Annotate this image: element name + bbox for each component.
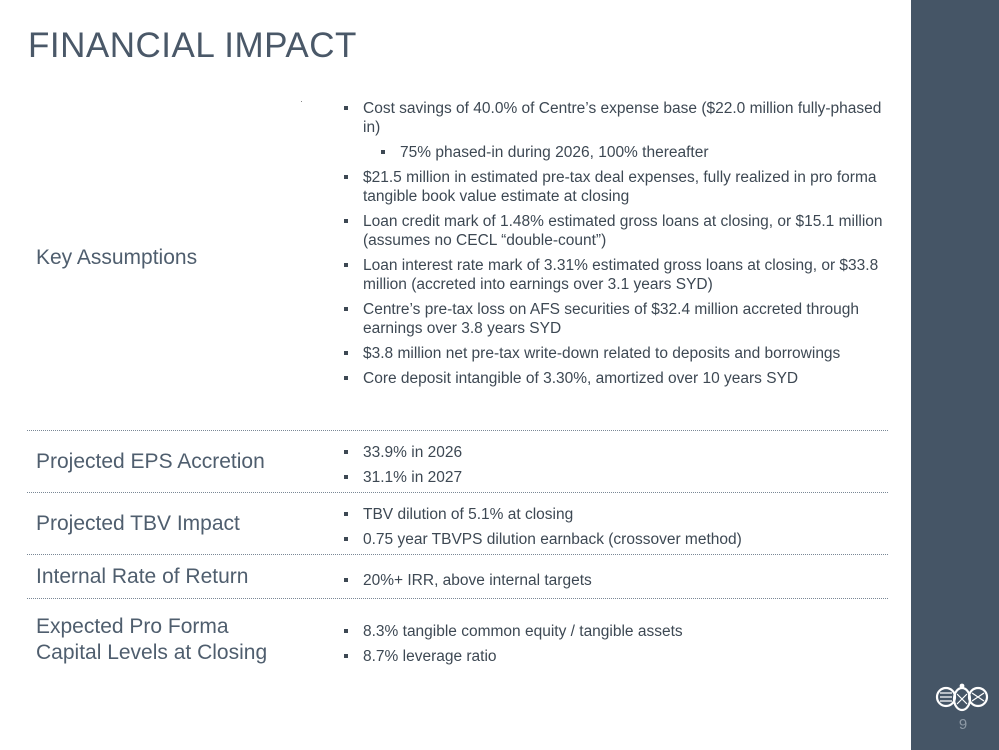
row-divider [27, 492, 888, 493]
row-capital-levels: Expected Pro Forma Capital Levels at Clo… [27, 605, 888, 685]
bullet-item: Core deposit intangible of 3.30%, amorti… [342, 369, 892, 388]
row-label: Internal Rate of Return [36, 565, 249, 588]
bullet-list: 20%+ IRR, above internal targets [342, 571, 892, 596]
row-divider [27, 430, 888, 431]
bullet-item: TBV dilution of 5.1% at closing [342, 505, 892, 524]
row-key-assumptions: Key Assumptions Cost savings of 40.0% of… [27, 95, 888, 428]
bullet-item: 0.75 year TBVPS dilution earnback (cross… [342, 530, 892, 549]
bullet-item: 20%+ IRR, above internal targets [342, 571, 892, 590]
bullet-item: 31.1% in 2027 [342, 468, 892, 487]
page-number: 9 [958, 716, 968, 733]
bullet-list: 8.3% tangible common equity / tangible a… [342, 622, 892, 672]
page-title: FINANCIAL IMPACT [28, 26, 357, 65]
bullet-item: $21.5 million in estimated pre-tax deal … [342, 168, 892, 206]
bullet-list: TBV dilution of 5.1% at closing 0.75 yea… [342, 505, 892, 555]
row-divider [27, 598, 888, 599]
company-logo-icon [935, 683, 989, 712]
bullet-item: Loan credit mark of 1.48% estimated gros… [342, 212, 892, 250]
decorative-dot [301, 101, 302, 102]
row-label-line: Expected Pro Forma [36, 615, 229, 638]
row-label: Expected Pro Forma Capital Levels at Clo… [36, 614, 267, 666]
bullet-item: 8.7% leverage ratio [342, 647, 892, 666]
bullet-item: 8.3% tangible common equity / tangible a… [342, 622, 892, 641]
row-divider [27, 554, 888, 555]
bullet-list: 33.9% in 2026 31.1% in 2027 [342, 443, 892, 493]
bullet-item: 33.9% in 2026 [342, 443, 892, 462]
row-label: Projected EPS Accretion [36, 450, 265, 473]
bullet-list: Cost savings of 40.0% of Centre’s expens… [342, 99, 892, 394]
bullet-item: Loan interest rate mark of 3.31% estimat… [342, 256, 892, 294]
row-irr: Internal Rate of Return 20%+ IRR, above … [27, 559, 888, 597]
bullet-item: Centre’s pre-tax loss on AFS securities … [342, 300, 892, 338]
bullet-item: Cost savings of 40.0% of Centre’s expens… [342, 99, 892, 137]
row-eps-accretion: Projected EPS Accretion 33.9% in 2026 31… [27, 436, 888, 491]
row-label-line: Capital Levels at Closing [36, 641, 268, 664]
row-tbv-impact: Projected TBV Impact TBV dilution of 5.1… [27, 498, 888, 553]
sub-bullet-item: 75% phased-in during 2026, 100% thereaft… [379, 143, 892, 162]
row-label: Projected TBV Impact [36, 512, 240, 535]
bullet-item: $3.8 million net pre-tax write-down rela… [342, 344, 892, 363]
sidebar-band [911, 0, 999, 750]
row-label: Key Assumptions [36, 246, 198, 269]
